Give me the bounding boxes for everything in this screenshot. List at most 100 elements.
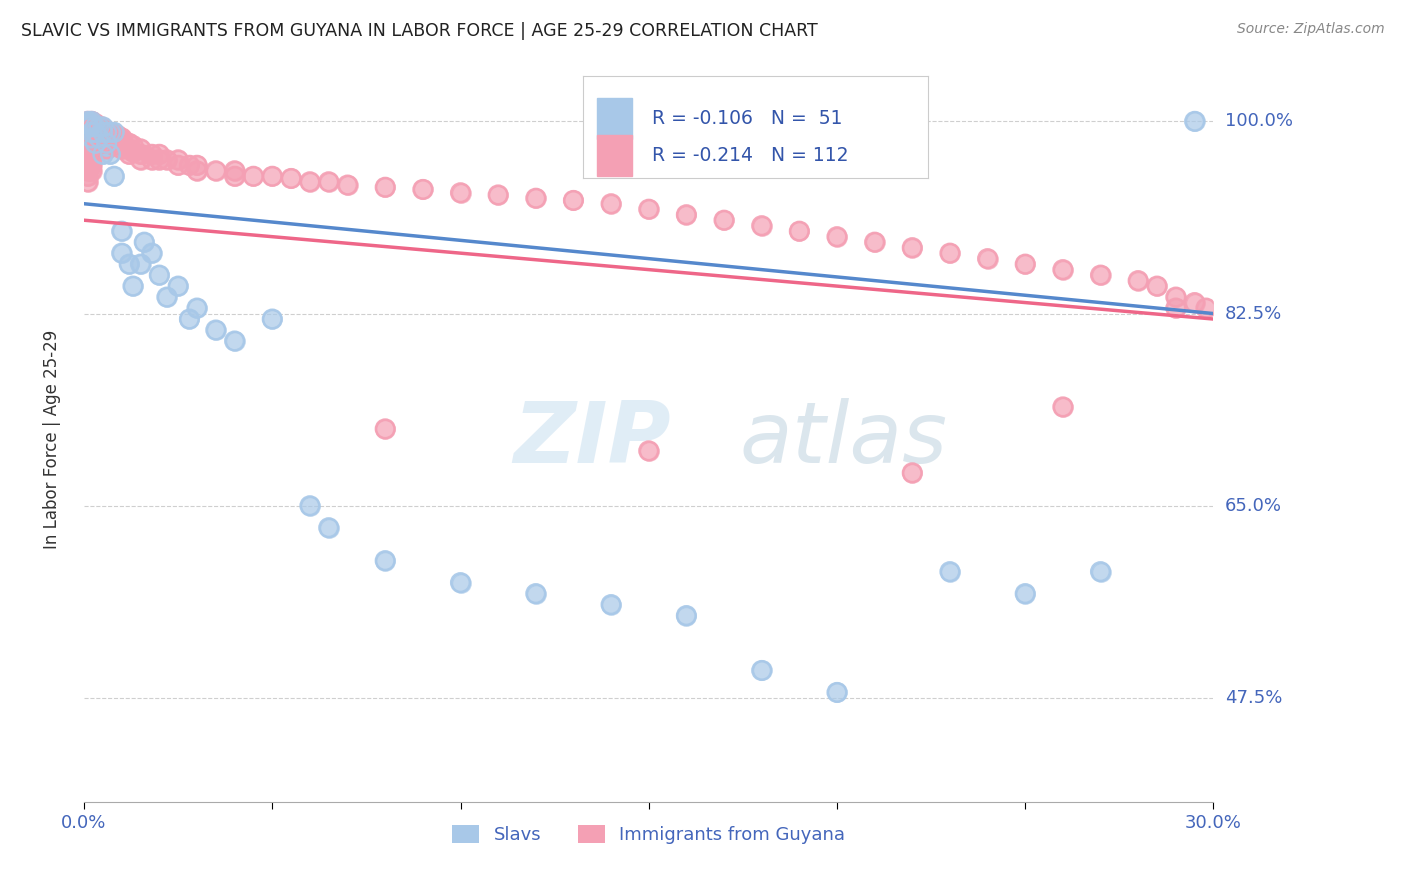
Point bbox=[179, 158, 201, 172]
Point bbox=[87, 128, 110, 142]
Point bbox=[1184, 114, 1206, 128]
Point bbox=[100, 136, 122, 151]
Point bbox=[148, 147, 170, 161]
Point bbox=[76, 142, 98, 156]
Point bbox=[96, 131, 118, 145]
Point bbox=[562, 194, 585, 208]
Point bbox=[524, 191, 547, 205]
Point bbox=[76, 117, 98, 131]
Point bbox=[318, 521, 340, 535]
Point bbox=[91, 120, 114, 135]
Point bbox=[84, 120, 107, 134]
Point bbox=[134, 235, 156, 249]
Point bbox=[374, 180, 396, 194]
Point bbox=[637, 443, 659, 458]
Point bbox=[87, 120, 110, 134]
Point bbox=[148, 147, 170, 161]
Point bbox=[863, 235, 886, 249]
Point bbox=[103, 133, 125, 147]
Point bbox=[118, 142, 141, 156]
Point bbox=[80, 123, 103, 137]
Point bbox=[412, 182, 434, 196]
Point bbox=[96, 125, 118, 139]
Point bbox=[96, 125, 118, 139]
Point bbox=[80, 123, 103, 137]
Point bbox=[122, 279, 145, 293]
Point bbox=[76, 175, 98, 189]
Point bbox=[450, 186, 472, 200]
Point bbox=[96, 131, 118, 145]
Point bbox=[450, 575, 472, 590]
Bar bbox=[598, 98, 631, 139]
Point bbox=[111, 131, 134, 145]
Point bbox=[318, 521, 340, 535]
Point bbox=[825, 685, 848, 699]
Point bbox=[84, 120, 107, 134]
Text: 100.0%: 100.0% bbox=[1225, 112, 1292, 130]
Point bbox=[224, 169, 246, 184]
Point bbox=[76, 131, 98, 145]
Point bbox=[80, 117, 103, 131]
Point bbox=[118, 147, 141, 161]
Point bbox=[80, 114, 103, 128]
Point bbox=[1052, 400, 1074, 414]
Point bbox=[76, 114, 98, 128]
Point bbox=[129, 142, 152, 156]
Point bbox=[80, 128, 103, 142]
Point bbox=[637, 443, 659, 458]
Point bbox=[280, 171, 302, 186]
Point bbox=[224, 169, 246, 184]
Point bbox=[76, 153, 98, 167]
Point bbox=[976, 252, 998, 266]
Point bbox=[84, 125, 107, 139]
Point bbox=[76, 120, 98, 135]
Point bbox=[298, 499, 321, 513]
Point bbox=[76, 114, 98, 128]
Point bbox=[179, 312, 201, 326]
Point bbox=[486, 188, 509, 202]
Point bbox=[122, 138, 145, 153]
Point bbox=[204, 323, 226, 337]
Point bbox=[242, 169, 264, 184]
Point bbox=[242, 169, 264, 184]
Point bbox=[84, 125, 107, 139]
Point bbox=[84, 117, 107, 131]
Point bbox=[600, 196, 623, 211]
Point bbox=[224, 334, 246, 348]
Point bbox=[148, 153, 170, 167]
Point bbox=[96, 142, 118, 156]
Point bbox=[111, 131, 134, 145]
Point bbox=[318, 175, 340, 189]
Point bbox=[1014, 257, 1036, 271]
Point bbox=[1090, 268, 1112, 282]
Point bbox=[87, 128, 110, 142]
Point bbox=[204, 163, 226, 178]
Point bbox=[76, 114, 98, 128]
Text: Source: ZipAtlas.com: Source: ZipAtlas.com bbox=[1237, 22, 1385, 37]
Point bbox=[111, 142, 134, 156]
Point bbox=[336, 178, 359, 192]
Point bbox=[84, 131, 107, 145]
Point bbox=[87, 131, 110, 145]
Point bbox=[939, 246, 962, 260]
Point bbox=[80, 117, 103, 131]
Point bbox=[111, 136, 134, 151]
Point bbox=[179, 158, 201, 172]
Point bbox=[1195, 301, 1218, 315]
Point bbox=[111, 142, 134, 156]
Point bbox=[96, 136, 118, 151]
Point bbox=[262, 169, 284, 184]
Point bbox=[156, 153, 179, 167]
Point bbox=[84, 131, 107, 145]
Point bbox=[186, 301, 208, 315]
Point bbox=[675, 208, 697, 222]
Point bbox=[76, 153, 98, 167]
Point bbox=[76, 163, 98, 178]
Point bbox=[1146, 279, 1168, 293]
Point bbox=[80, 158, 103, 172]
Point bbox=[713, 213, 735, 227]
Point bbox=[1164, 301, 1187, 315]
Text: 82.5%: 82.5% bbox=[1225, 304, 1282, 323]
Point bbox=[318, 175, 340, 189]
Point bbox=[825, 685, 848, 699]
